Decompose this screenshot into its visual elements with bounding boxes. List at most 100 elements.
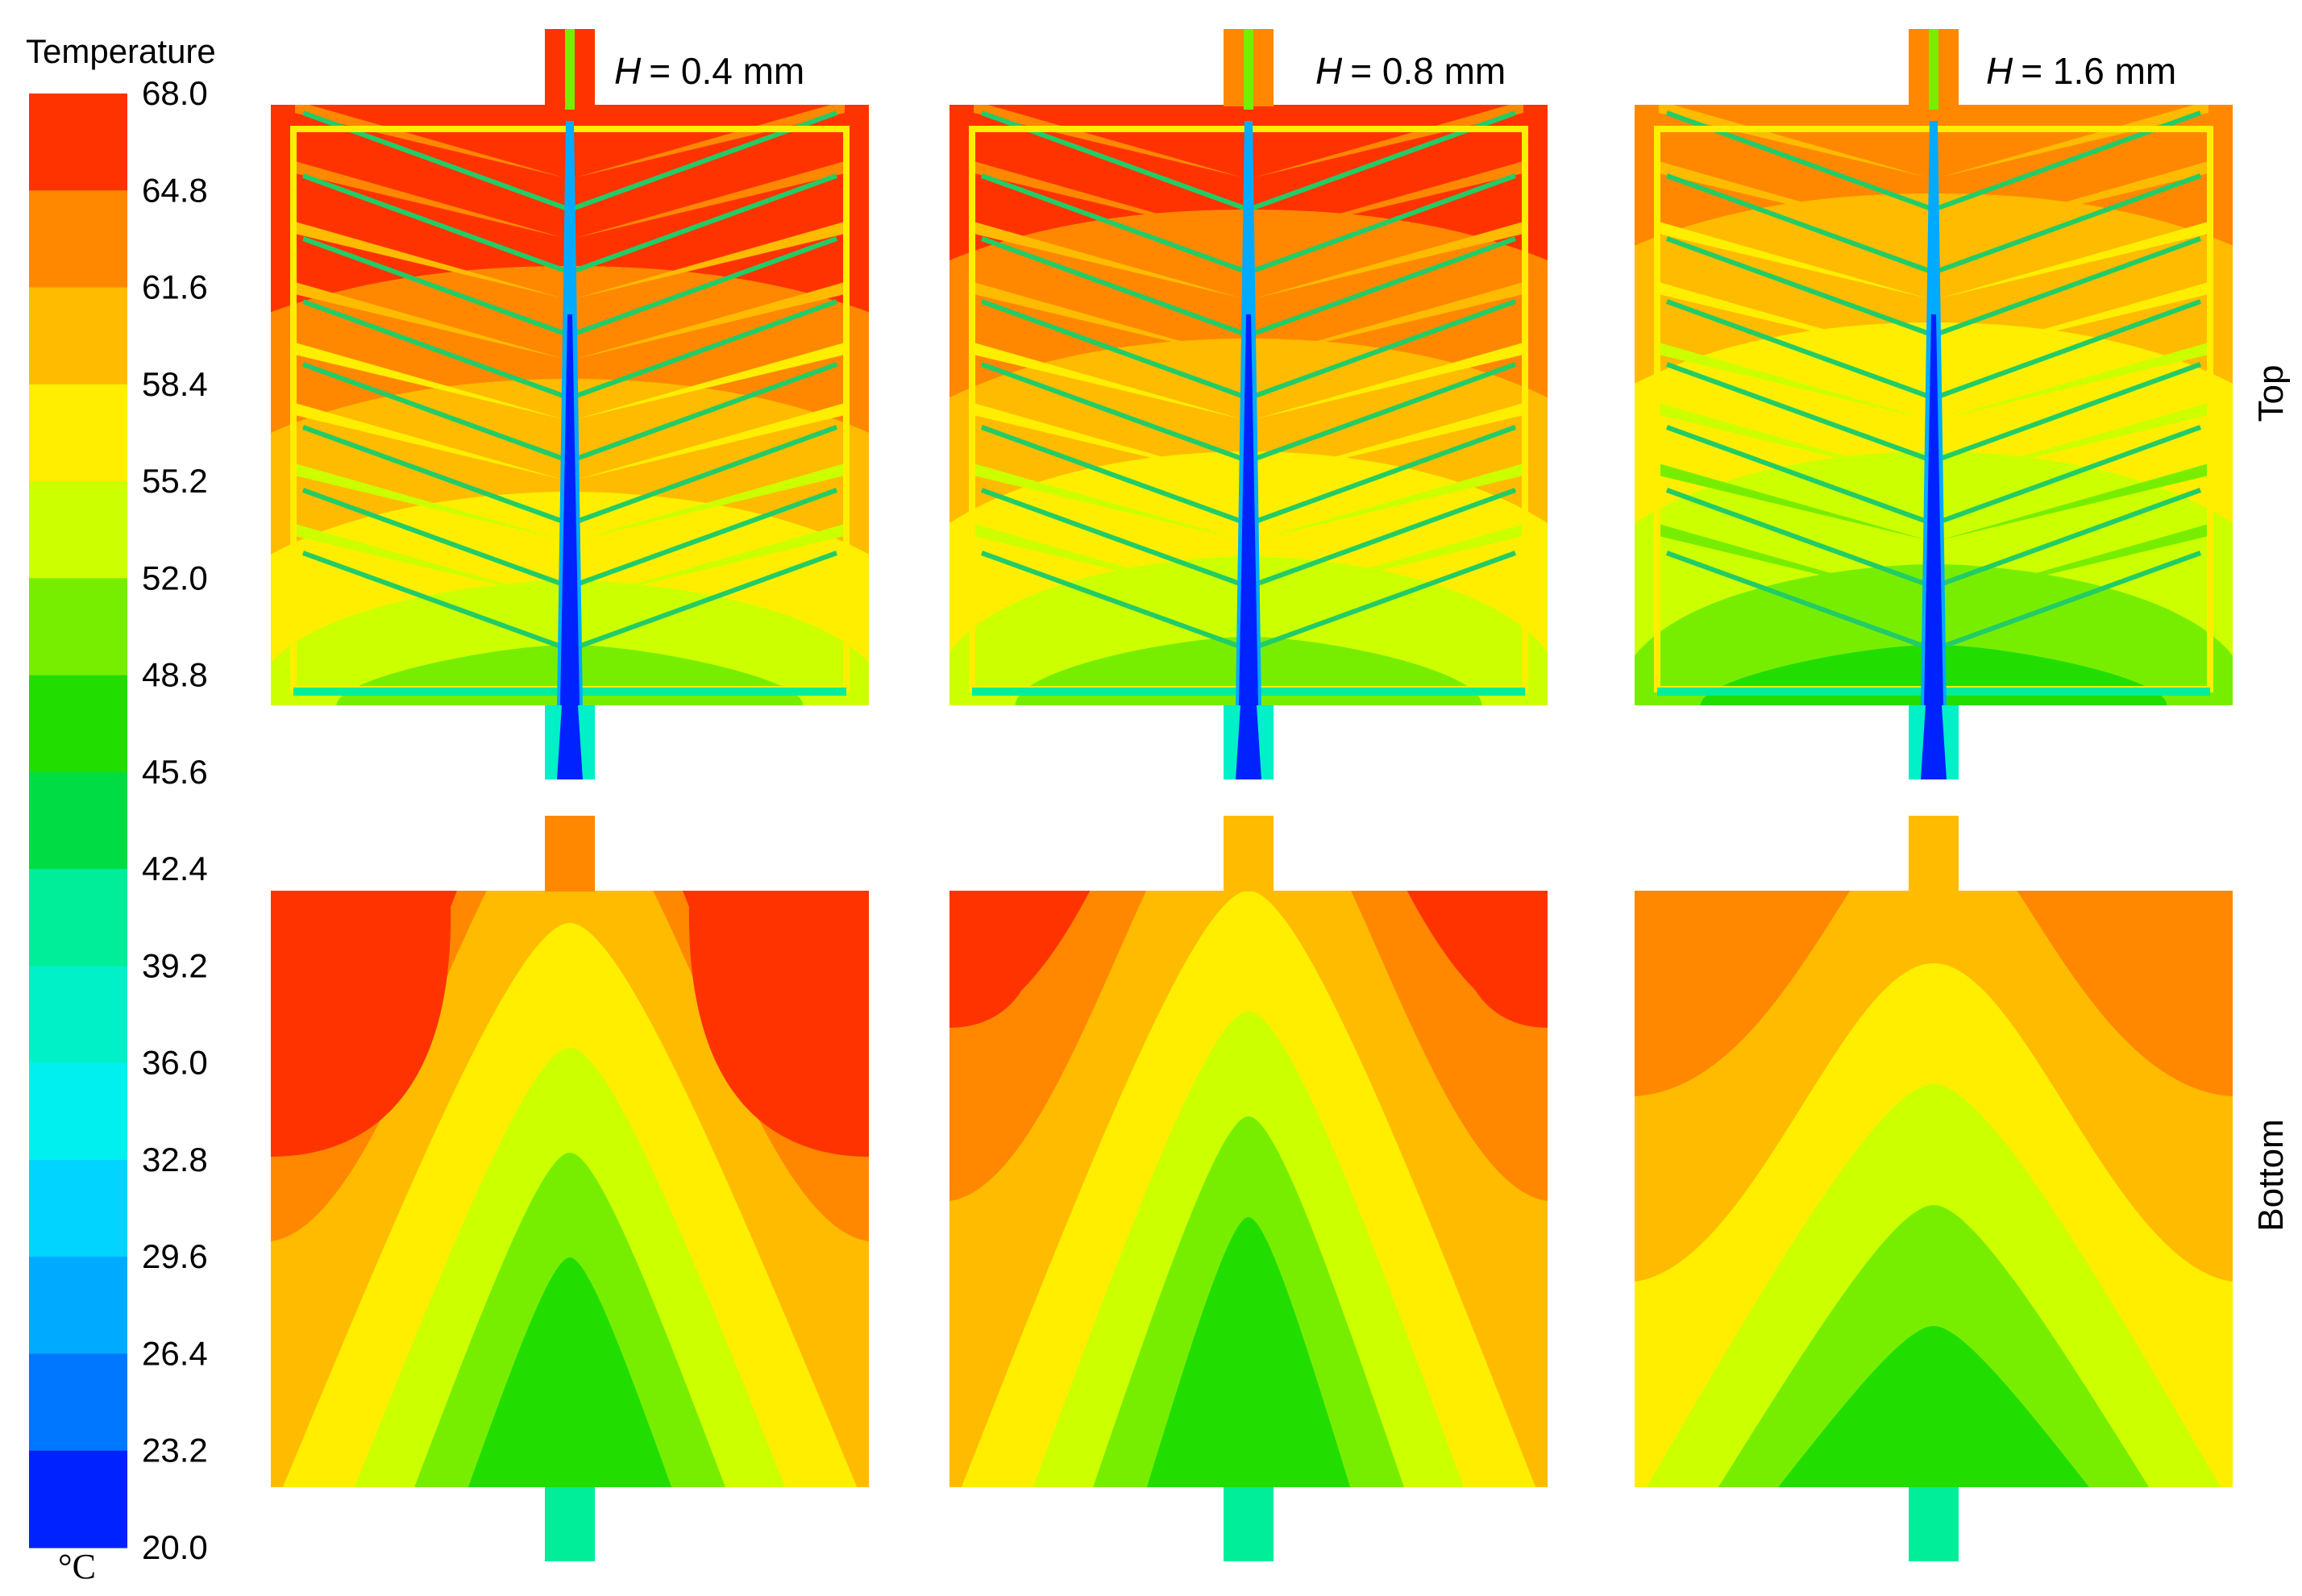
fin-stripe <box>1659 222 1927 298</box>
colorbar-tick-label: 55.2 <box>142 462 208 500</box>
outlet-channel <box>1921 705 1947 779</box>
fin-stripe <box>576 282 845 359</box>
fin-stripe <box>576 161 845 238</box>
colorbar-tick-label: 32.8 <box>142 1141 208 1178</box>
fin-stripe <box>1659 105 1927 177</box>
inlet-channel <box>1929 29 1938 110</box>
branch-channel <box>568 425 838 526</box>
branch-channel <box>1932 551 2202 652</box>
fin-stripe <box>295 161 563 238</box>
panel-label-3-var: H <box>1986 50 2013 92</box>
branch-channel <box>1665 173 1935 275</box>
branch-channel <box>1247 299 1517 401</box>
colorbar-tick-label: 45.6 <box>142 753 208 791</box>
colorbar-swatch <box>29 966 127 1064</box>
fin-stripe <box>1659 161 1927 238</box>
colorbar-swatch <box>29 578 127 676</box>
branch-channel <box>301 362 571 463</box>
fin-stripe <box>1659 343 1927 419</box>
inlet-stub <box>545 816 595 892</box>
fin-stripe <box>1659 524 1927 601</box>
branch-channel <box>1932 362 2202 463</box>
branch-channel <box>980 425 1250 526</box>
branch-channel <box>1665 551 1935 652</box>
colorbar-tick-label: 39.2 <box>142 946 208 984</box>
fin-stripe <box>1255 105 1523 177</box>
fin-stripe <box>1940 524 2209 601</box>
colorbar-tick-label: 64.8 <box>142 171 208 209</box>
hot-region <box>271 891 451 1157</box>
fin-stripe <box>295 105 563 177</box>
panel-label-1-var: H <box>614 50 642 92</box>
bottom-panel-2 <box>949 891 1548 1487</box>
fin-stripe <box>974 463 1242 540</box>
colorbar-tick-label: 20.0 <box>142 1528 208 1566</box>
hot-region <box>949 891 1041 1028</box>
branch-channel <box>980 236 1250 338</box>
colorbar-swatch <box>29 287 127 385</box>
colorbar-tick-label: 26.4 <box>142 1334 208 1372</box>
branch-channels <box>1665 110 2202 652</box>
branch-channel <box>1932 488 2202 589</box>
branch-channel <box>1665 488 1935 589</box>
panel-label-3-value: = 1.6 mm <box>2021 50 2176 92</box>
panel-label-2-var: H <box>1315 50 1343 92</box>
main-channel-core <box>1239 314 1258 705</box>
branch-channel <box>1665 362 1935 463</box>
branch-channel <box>568 488 838 589</box>
row-label-bottom: Bottom <box>2251 1119 2291 1231</box>
colorbar-tick-label: 48.8 <box>142 656 208 694</box>
fin-stripe <box>974 282 1242 359</box>
colorbar-swatch <box>29 1353 127 1452</box>
panel-label-2: H = 0.8 mm <box>1315 50 1506 92</box>
branch-channel <box>301 488 571 589</box>
outlet-channel <box>1236 705 1261 779</box>
fin-stripe <box>974 222 1242 298</box>
colorbar-swatch <box>29 1159 127 1257</box>
fin-stripe <box>1940 161 2209 238</box>
fin-stripe <box>1659 463 1927 540</box>
contour-band <box>1778 1326 2089 1487</box>
fin-stripe <box>974 403 1242 480</box>
fin-stripe <box>295 524 563 601</box>
branch-channel <box>1247 236 1517 338</box>
branch-channel <box>301 299 571 401</box>
branch-channel <box>1247 551 1517 652</box>
branch-channel <box>1932 173 2202 275</box>
branch-channel <box>1247 488 1517 589</box>
colorbar-swatch <box>29 1062 127 1161</box>
hot-region <box>688 891 869 1157</box>
branch-channel <box>1247 425 1517 526</box>
colorbar: Temperature 68.0 64.8 61.6 58.4 55.2 52.0 48.8… <box>26 32 216 1586</box>
inlet-stub <box>1224 816 1274 892</box>
outlet-channel <box>557 705 583 779</box>
fin-stripe <box>1255 343 1523 419</box>
colorbar-ticks: 68.0 64.8 61.6 58.4 55.2 52.0 48.8 45.6 42.4 39.2… <box>142 74 208 1566</box>
fin-stripe <box>576 222 845 298</box>
fin-stripe <box>576 343 845 419</box>
branch-channel <box>1932 299 2202 401</box>
branch-channel <box>1932 425 2202 526</box>
fin-stripe <box>1940 222 2209 298</box>
bottom-panel-1 <box>271 891 869 1487</box>
fin-stripe <box>1255 524 1523 601</box>
fin-stripe <box>1659 282 1927 359</box>
colorbar-swatch <box>29 1257 127 1355</box>
colorbar-tick-label: 58.4 <box>142 365 208 403</box>
fin-stripe <box>576 463 845 540</box>
fin-stripe <box>295 343 563 419</box>
fin-stripe <box>295 403 563 480</box>
colorbar-swatch <box>29 1450 127 1548</box>
panel-label-1: H = 0.4 mm <box>614 50 804 92</box>
colorbar-tick-label: 42.4 <box>142 850 208 887</box>
panel-label-1-value: = 0.4 mm <box>649 50 804 92</box>
inlet-stub <box>1909 816 1959 892</box>
main-channel-core <box>560 314 580 705</box>
branch-channel <box>980 299 1250 401</box>
colorbar-swatch <box>29 481 127 579</box>
branch-channel <box>568 299 838 401</box>
colorbar-swatches <box>29 94 127 1548</box>
branch-channel <box>980 551 1250 652</box>
top-panel-2 <box>949 105 1548 705</box>
fin-stripe <box>974 161 1242 238</box>
